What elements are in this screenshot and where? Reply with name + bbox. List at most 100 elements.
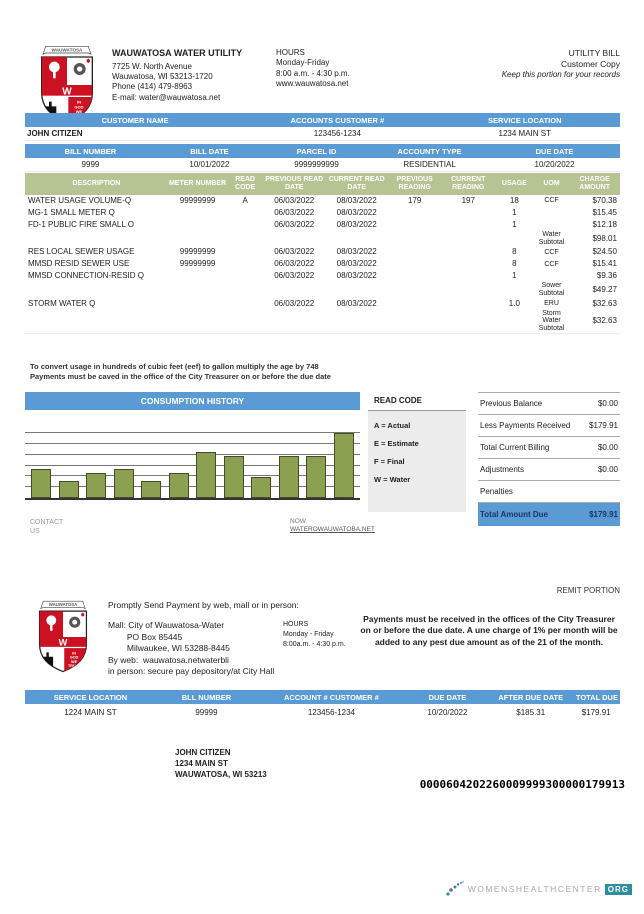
footer-watermark: WOMENSHEALTHCENTER ORG	[445, 880, 632, 898]
charge-description: MG-1 SMALL METER Q	[28, 208, 115, 217]
consumption-bar	[58, 481, 79, 498]
read-code-item: E = Estimate	[374, 439, 419, 448]
previous-read-date: 06/03/2022	[274, 247, 315, 257]
charge-amount: $70.38	[592, 196, 617, 205]
charge-amount: $98.01	[592, 233, 617, 243]
remit-hours-block: HOURS Monday - Friday 8:00a.m. - 4:30 p.…	[283, 620, 346, 649]
charges-table: DESCRIPTION METER NUMBER READ CODE PREVI…	[25, 173, 620, 334]
usage-conversion-notes: To convert usage in hundreds of cubic fe…	[30, 362, 331, 381]
micr-scanline-number: 0000604202260009999300000179913	[419, 778, 625, 791]
unit-of-measure: Sower Subtotal	[538, 282, 565, 298]
charge-amount: $32.63	[592, 298, 617, 308]
charge-row: MMSD CONNECTION-RESID Q 06/03/2022 08/03…	[25, 270, 620, 282]
charge-amount: $24.50	[592, 247, 617, 257]
read-code-item: A = Actual	[374, 421, 411, 430]
hours-label: HOURS	[276, 48, 305, 57]
total-amount-due-row: Total Amount Due $179.91	[478, 502, 620, 526]
bill-number: 9999	[81, 160, 100, 169]
summary-value: $0.00	[597, 399, 618, 408]
previous-read-date: 06/03/2022	[274, 196, 315, 205]
summary-row: Adjustments $0.00	[478, 458, 620, 480]
usage-value: 1	[512, 271, 517, 281]
consumption-bar	[278, 456, 299, 498]
current-read-date: 08/03/2022	[336, 259, 377, 269]
previous-read-date: 06/03/2022	[274, 298, 315, 308]
hours-block: HOURS Monday-Friday 8:00 a.m. - 4:30 p.m…	[276, 48, 350, 90]
column-header: USAGE	[501, 179, 527, 187]
footer-tld-badge: ORG	[604, 883, 632, 895]
meter-number: 99999999	[179, 259, 216, 269]
previous-read-date: 06/03/2022	[274, 271, 315, 281]
charge-amount: $32.63	[592, 316, 617, 326]
current-read-date: 08/03/2022	[336, 271, 377, 281]
bill-table: BILL NUMBER BILL DATE PARCEL ID ACCOUNTY…	[25, 144, 620, 172]
bill-type-label: UTILITY BILL	[568, 48, 620, 58]
column-header: PREVIOUS READ DATE	[265, 175, 324, 191]
summary-row: Previous Balance $0.00	[478, 392, 620, 414]
remit-service-location: 1224 MAIN ST	[64, 707, 117, 717]
summary-label: Adjustments	[480, 465, 525, 474]
column-header: ACCOUNTY TYPE	[397, 146, 462, 156]
column-header: AFTER DUE DATE	[498, 692, 564, 702]
now-label: NOW	[290, 518, 306, 525]
usage-value: 18	[509, 196, 519, 205]
consumption-bar	[223, 455, 244, 498]
previous-read-date: 06/03/2022	[274, 259, 315, 269]
column-header: PREVIOUS READING	[396, 175, 433, 191]
charge-row: RES LOCAL SEWER USAGE 99999999 06/03/202…	[25, 246, 620, 258]
utility-address: 7725 W. North Avenue Wauwatosa, WI 53213…	[112, 61, 221, 102]
customer-table-row: JOHN CITIZEN 123456-1234 1234 MAIN ST	[25, 127, 620, 141]
remit-account-number: 123456-1234	[307, 707, 355, 717]
due-date: 10/20/2022	[534, 160, 575, 169]
charge-description: STORM WATER Q	[28, 298, 96, 308]
remit-bill-number: 99999	[195, 707, 218, 717]
utility-address-block: WAUWATOSA WATER UTILITY 7725 W. North Av…	[112, 48, 242, 103]
charge-row: STORM WATER Q 06/03/2022 08/03/2022 1.0 …	[25, 298, 620, 310]
previous-read-date: 06/03/2022	[274, 220, 315, 229]
previous-reading: 179	[408, 196, 422, 205]
remit-table-header: SERVICE LOCATION BLL NUMBER ACCOUNT # CU…	[25, 690, 620, 704]
utility-name: WAUWATOSA WATER UTILITY	[112, 48, 243, 58]
customer-name: JOHN CITIZEN	[27, 129, 83, 138]
remit-portion-label: REMIT PORTION	[556, 586, 620, 595]
current-read-date: 08/03/2022	[336, 298, 377, 308]
dotted-swirl-icon	[446, 881, 464, 896]
city-crest-logo-remit	[28, 600, 98, 674]
column-header: SERVICE LOCATION	[53, 692, 128, 702]
consumption-bar	[31, 469, 51, 498]
read-code-title: READ CODE	[368, 392, 466, 411]
chart-gridline	[25, 475, 360, 477]
mailing-address: JOHN CITIZEN 1234 MAIN ST WAUWATOSA, WI …	[175, 748, 267, 779]
consumption-bar	[168, 472, 189, 498]
summary-label: Penalties	[480, 487, 513, 496]
charges-table-header: DESCRIPTION METER NUMBER READ CODE PREVI…	[25, 173, 620, 195]
chart-gridline	[25, 486, 360, 488]
usage-value: 1.0	[508, 298, 520, 308]
summary-value: $0.00	[597, 443, 618, 452]
chart-gridline	[25, 432, 360, 434]
unit-of-measure: Water Subtotal	[538, 231, 565, 246]
charge-row: Water Subtotal $98.01	[25, 231, 620, 246]
hours-text: Monday-Friday 8:00 a.m. - 4:30 p.m.	[276, 58, 350, 78]
charge-row: Sower Subtotal $49.27	[25, 282, 620, 297]
charge-description: FD-1 PUBLIC FIRE SMALL O	[28, 220, 134, 229]
column-header: DESCRIPTION	[72, 179, 121, 187]
late-payment-notice: Payments must be received in the offices…	[360, 614, 618, 647]
charge-row: MMSD RESID SEWER USE 99999999 06/03/2022…	[25, 258, 620, 270]
bill-date: 10/01/2022	[189, 160, 230, 169]
consumption-bar	[141, 481, 162, 498]
billing-summary: Previous Balance $0.00 Less Payments Rec…	[478, 392, 620, 526]
remit-due-date: 10/20/2022	[427, 707, 468, 717]
remit-mail-instructions: Mall: City of Wauwatosa-Water PO Box 854…	[108, 620, 275, 677]
water-website-link[interactable]: WATEROWAUWATOBA.NET	[290, 526, 375, 534]
usage-value: 8	[512, 247, 517, 257]
charge-row: MG-1 SMALL METER Q 06/03/2022 08/03/2022…	[25, 207, 620, 219]
remit-intro: Promptly Send Payment by web, mall or in…	[108, 600, 299, 610]
charge-row: WATER USAGE VOLUME-Q 99999999 A 06/03/20…	[25, 195, 620, 207]
unit-of-measure: CCF	[544, 248, 559, 256]
current-read-date: 08/03/2022	[336, 196, 377, 205]
column-header: CURRENT READ DATE	[328, 175, 385, 191]
meter-number: 99999999	[179, 247, 216, 257]
current-read-date: 08/03/2022	[336, 220, 377, 229]
